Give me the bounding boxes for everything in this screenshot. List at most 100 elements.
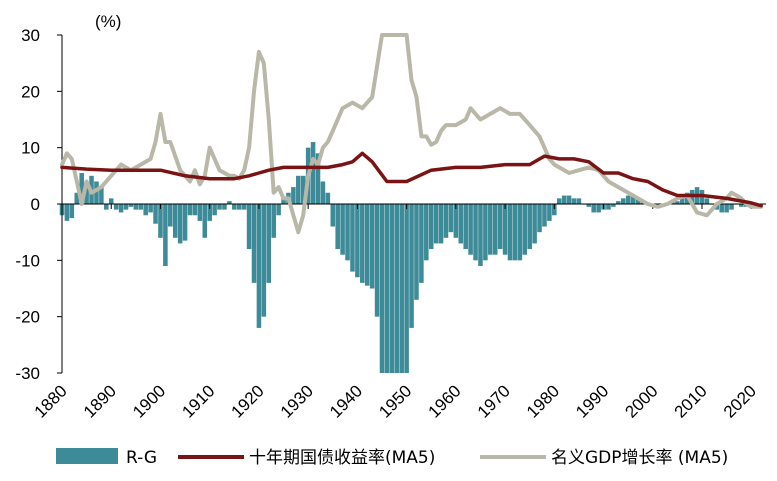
rg-bar bbox=[547, 204, 552, 221]
rg-bar bbox=[616, 201, 621, 204]
rg-bar bbox=[586, 204, 592, 207]
rg-bar bbox=[394, 204, 400, 373]
rg-bar bbox=[497, 204, 503, 250]
rg-bar bbox=[271, 204, 276, 238]
rg-bar bbox=[251, 204, 257, 283]
legend-swatch-rg bbox=[56, 448, 118, 464]
x-tick-label: 1890 bbox=[80, 381, 120, 421]
rg-bar bbox=[227, 201, 232, 204]
rg-bar bbox=[128, 204, 134, 207]
rg-bar bbox=[172, 204, 178, 238]
x-tick-label: 2020 bbox=[720, 381, 760, 421]
y-tick-label: 10 bbox=[21, 139, 40, 158]
x-tick-label: 1970 bbox=[474, 381, 514, 421]
gdp-growth-line bbox=[60, 33, 764, 235]
rg-bar bbox=[409, 204, 414, 328]
rg-bar bbox=[74, 192, 80, 204]
rg-bar bbox=[108, 198, 114, 204]
rg-bar bbox=[202, 204, 208, 238]
rg-bar bbox=[236, 204, 242, 210]
rg-bar bbox=[374, 204, 380, 317]
rg-bar bbox=[424, 204, 429, 261]
rg-bar bbox=[404, 204, 409, 373]
rg-bar bbox=[502, 204, 508, 255]
rg-bar bbox=[118, 204, 124, 213]
rg-bar bbox=[94, 181, 99, 204]
rg-bar bbox=[153, 204, 158, 224]
rg-bar bbox=[719, 204, 724, 213]
y-tick-label: -10 bbox=[15, 251, 40, 270]
rg-bar bbox=[488, 204, 493, 255]
rg-bar bbox=[345, 204, 350, 261]
rg-bar bbox=[123, 204, 129, 210]
rg-bar bbox=[330, 204, 336, 227]
rg-bar bbox=[566, 195, 572, 204]
rg-bar bbox=[182, 204, 188, 241]
rg-bar bbox=[542, 204, 547, 227]
x-tick-label: 1960 bbox=[424, 381, 464, 421]
rg-bar bbox=[680, 198, 685, 204]
rg-bar bbox=[379, 204, 385, 373]
rg-bar bbox=[266, 204, 272, 283]
rg-bar bbox=[69, 204, 75, 219]
rg-bar bbox=[315, 153, 321, 204]
rg-bar bbox=[704, 198, 710, 204]
legend-label-rg: R-G bbox=[126, 448, 157, 468]
rg-bar bbox=[138, 204, 144, 210]
rg-bar bbox=[468, 204, 473, 255]
rg-bar bbox=[507, 204, 513, 261]
rg-bar bbox=[556, 198, 562, 204]
rg-bar bbox=[443, 204, 449, 238]
rg-bar bbox=[168, 204, 173, 227]
x-tick-label: 1900 bbox=[129, 381, 169, 421]
rg-bar bbox=[428, 204, 434, 250]
x-tick-label: 2010 bbox=[671, 381, 711, 421]
rg-bar bbox=[571, 198, 577, 204]
rg-bar bbox=[291, 187, 296, 204]
rg-bar bbox=[64, 204, 70, 221]
rg-bar bbox=[133, 204, 139, 210]
rg-bar bbox=[532, 204, 537, 244]
y-tick-label: 0 bbox=[31, 195, 40, 214]
rg-bar bbox=[591, 204, 596, 213]
rg-bar bbox=[606, 204, 611, 210]
rg-bar bbox=[729, 204, 734, 210]
rg-bar bbox=[241, 204, 247, 210]
rg-bar bbox=[630, 195, 636, 204]
rg-bar bbox=[143, 204, 148, 216]
rg-bar bbox=[310, 142, 316, 204]
y-tick-label: -30 bbox=[15, 364, 40, 383]
rg-bar bbox=[576, 198, 582, 204]
rg-bar bbox=[552, 204, 557, 216]
rg-bar bbox=[217, 204, 222, 210]
rg-bar bbox=[399, 204, 404, 373]
rg-bar bbox=[438, 204, 444, 244]
rg-bar bbox=[389, 204, 395, 373]
rg-bar bbox=[222, 204, 227, 210]
rg-bar bbox=[246, 204, 252, 250]
rg-bar bbox=[433, 204, 439, 244]
legend-label-gdp: 名义GDP增长率 (MA5) bbox=[551, 448, 728, 468]
rg-bar bbox=[625, 195, 631, 204]
rg-bar bbox=[197, 204, 203, 221]
x-tick-label: 1940 bbox=[326, 381, 366, 421]
rg-bar bbox=[453, 204, 459, 238]
rg-bar bbox=[414, 204, 419, 300]
rg-bar bbox=[611, 204, 616, 207]
rg-bar bbox=[522, 204, 528, 255]
rg-bar bbox=[99, 187, 104, 204]
x-tick-label: 1980 bbox=[523, 381, 563, 421]
rg-bar bbox=[276, 204, 281, 216]
rg-bar bbox=[163, 204, 168, 266]
x-tick-label: 1930 bbox=[277, 381, 317, 421]
rg-bar bbox=[261, 204, 267, 317]
rg-bar bbox=[84, 181, 89, 204]
x-tick-label: 1950 bbox=[375, 381, 415, 421]
legend-label-yield: 十年期国债收益率(MA5) bbox=[249, 448, 435, 468]
rg-bar bbox=[739, 204, 744, 207]
rg-bar bbox=[527, 204, 532, 250]
rg-bar bbox=[158, 204, 163, 238]
series-lines-group bbox=[60, 33, 764, 235]
x-tick-label: 1880 bbox=[31, 381, 71, 421]
rg-bar bbox=[296, 175, 301, 204]
